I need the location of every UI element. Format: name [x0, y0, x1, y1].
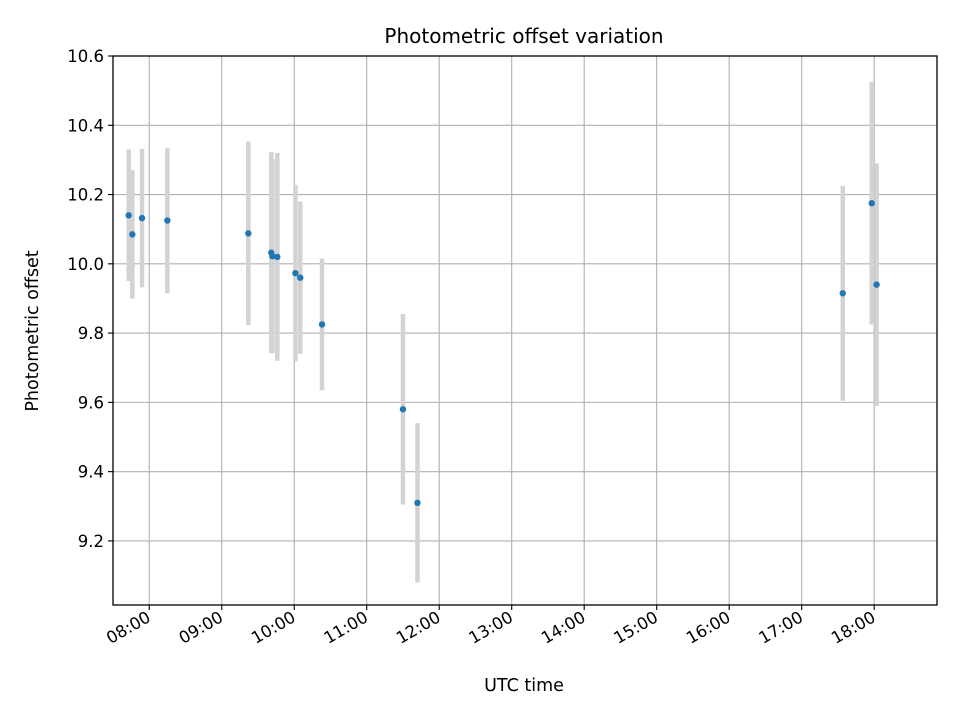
data-point [274, 253, 281, 261]
data-point [129, 231, 136, 238]
y-tick-label: 9.4 [78, 463, 104, 482]
data-point [399, 406, 407, 413]
y-tick-label: 10.2 [67, 186, 104, 205]
y-axis: 9.2 9.4 9.6 9.8 10.0 10.2 10.4 10.6 [67, 47, 113, 551]
data-point [138, 214, 146, 222]
data-point [873, 281, 880, 288]
data-point [245, 230, 252, 237]
data-point [164, 217, 171, 224]
y-tick-label: 10.4 [67, 116, 104, 135]
data-point [292, 269, 299, 277]
y-tick-label: 9.2 [78, 532, 104, 551]
x-axis-label: UTC time [484, 676, 564, 696]
chart-title: Photometric offset variation [384, 24, 663, 48]
y-tick-label: 9.8 [78, 324, 104, 343]
data-point [318, 321, 326, 328]
data-point [414, 499, 421, 507]
y-tick-label: 9.6 [78, 393, 104, 412]
data-point [125, 212, 132, 219]
y-tick-label: 10.0 [67, 255, 104, 274]
data-point [269, 253, 276, 260]
data-point [839, 290, 846, 297]
data-point [297, 274, 304, 281]
data-point [868, 200, 875, 207]
plot-frame [112, 55, 938, 606]
data-points [125, 200, 880, 507]
y-axis-label: Photometric offset [23, 250, 43, 411]
y-tick-label: 10.6 [67, 47, 104, 66]
